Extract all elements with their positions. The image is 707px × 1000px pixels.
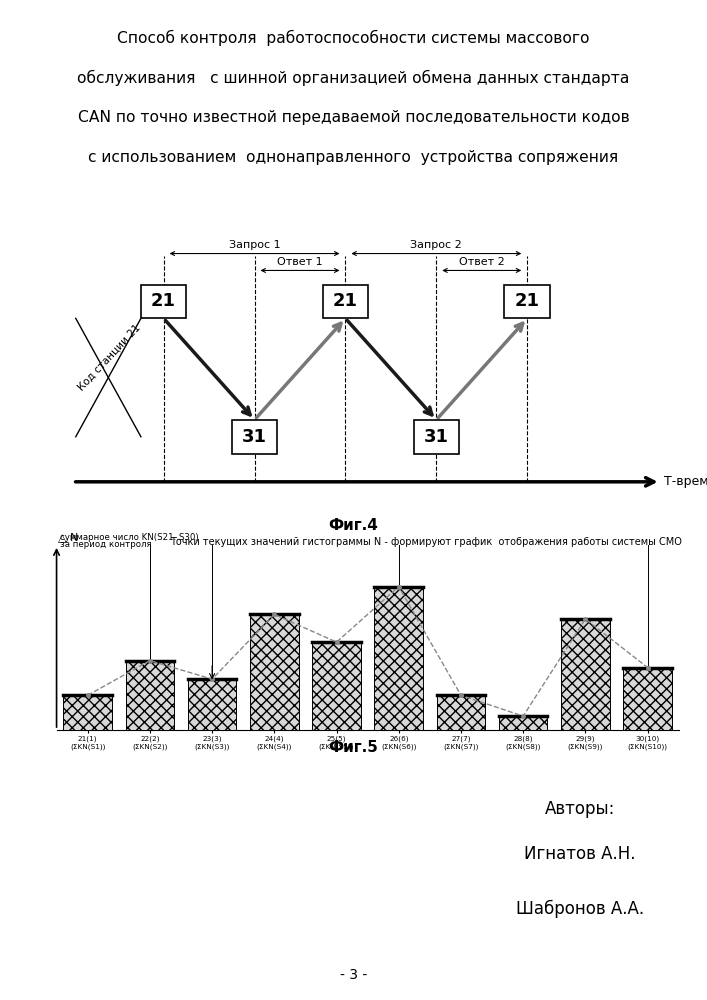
Text: обслуживания   с шинной организацией обмена данных стандарта: обслуживания с шинной организацией обмен… [77,70,630,86]
Text: Шабронов А.А.: Шабронов А.А. [515,900,644,918]
Text: 21: 21 [151,292,176,310]
Bar [414,420,459,454]
Text: Ответ 1: Ответ 1 [277,257,323,267]
Text: Ответ 2: Ответ 2 [459,257,505,267]
Bar [250,614,298,730]
Bar [437,695,485,730]
Bar [312,642,361,730]
Text: Авторы:: Авторы: [544,800,615,818]
Bar [188,679,236,730]
Text: △ N: △ N [58,533,78,543]
Text: CAN по точно известной передаваемой последовательности кодов: CAN по точно известной передаваемой посл… [78,110,629,125]
Text: Т-время: Т-время [664,475,707,488]
Text: 31: 31 [242,428,267,446]
Text: Точки текущих значений гистограммы N - формируют график  отображения работы сист: Точки текущих значений гистограммы N - ф… [170,537,682,547]
Text: - 3 -: - 3 - [340,968,367,982]
Bar [126,661,174,730]
Bar [141,285,187,318]
Text: 31: 31 [423,428,449,446]
Text: 21: 21 [515,292,539,310]
Bar [375,587,423,730]
Bar [624,668,672,730]
Text: Игнатов А.Н.: Игнатов А.Н. [524,845,636,863]
Bar [561,619,609,730]
Text: за период контроля: за период контроля [60,540,152,549]
Bar [64,695,112,730]
Text: с использованием  однонаправленного  устройства сопряжения: с использованием однонаправленного устро… [88,150,619,165]
Text: Запрос 2: Запрос 2 [411,240,462,250]
Bar [505,285,550,318]
Bar [232,420,277,454]
Text: Способ контроля  работоспособности системы массового: Способ контроля работоспособности систем… [117,30,590,46]
Text: Фиг.5: Фиг.5 [329,740,378,755]
Text: Фиг.4: Фиг.4 [329,518,378,533]
Bar [322,285,368,318]
Text: суммарное число KN(S21..S30): суммарное число KN(S21..S30) [60,533,199,542]
Text: Код станции 21: Код станции 21 [76,323,142,393]
Text: Запрос 1: Запрос 1 [228,240,281,250]
Text: 21: 21 [333,292,358,310]
Bar [499,716,547,730]
